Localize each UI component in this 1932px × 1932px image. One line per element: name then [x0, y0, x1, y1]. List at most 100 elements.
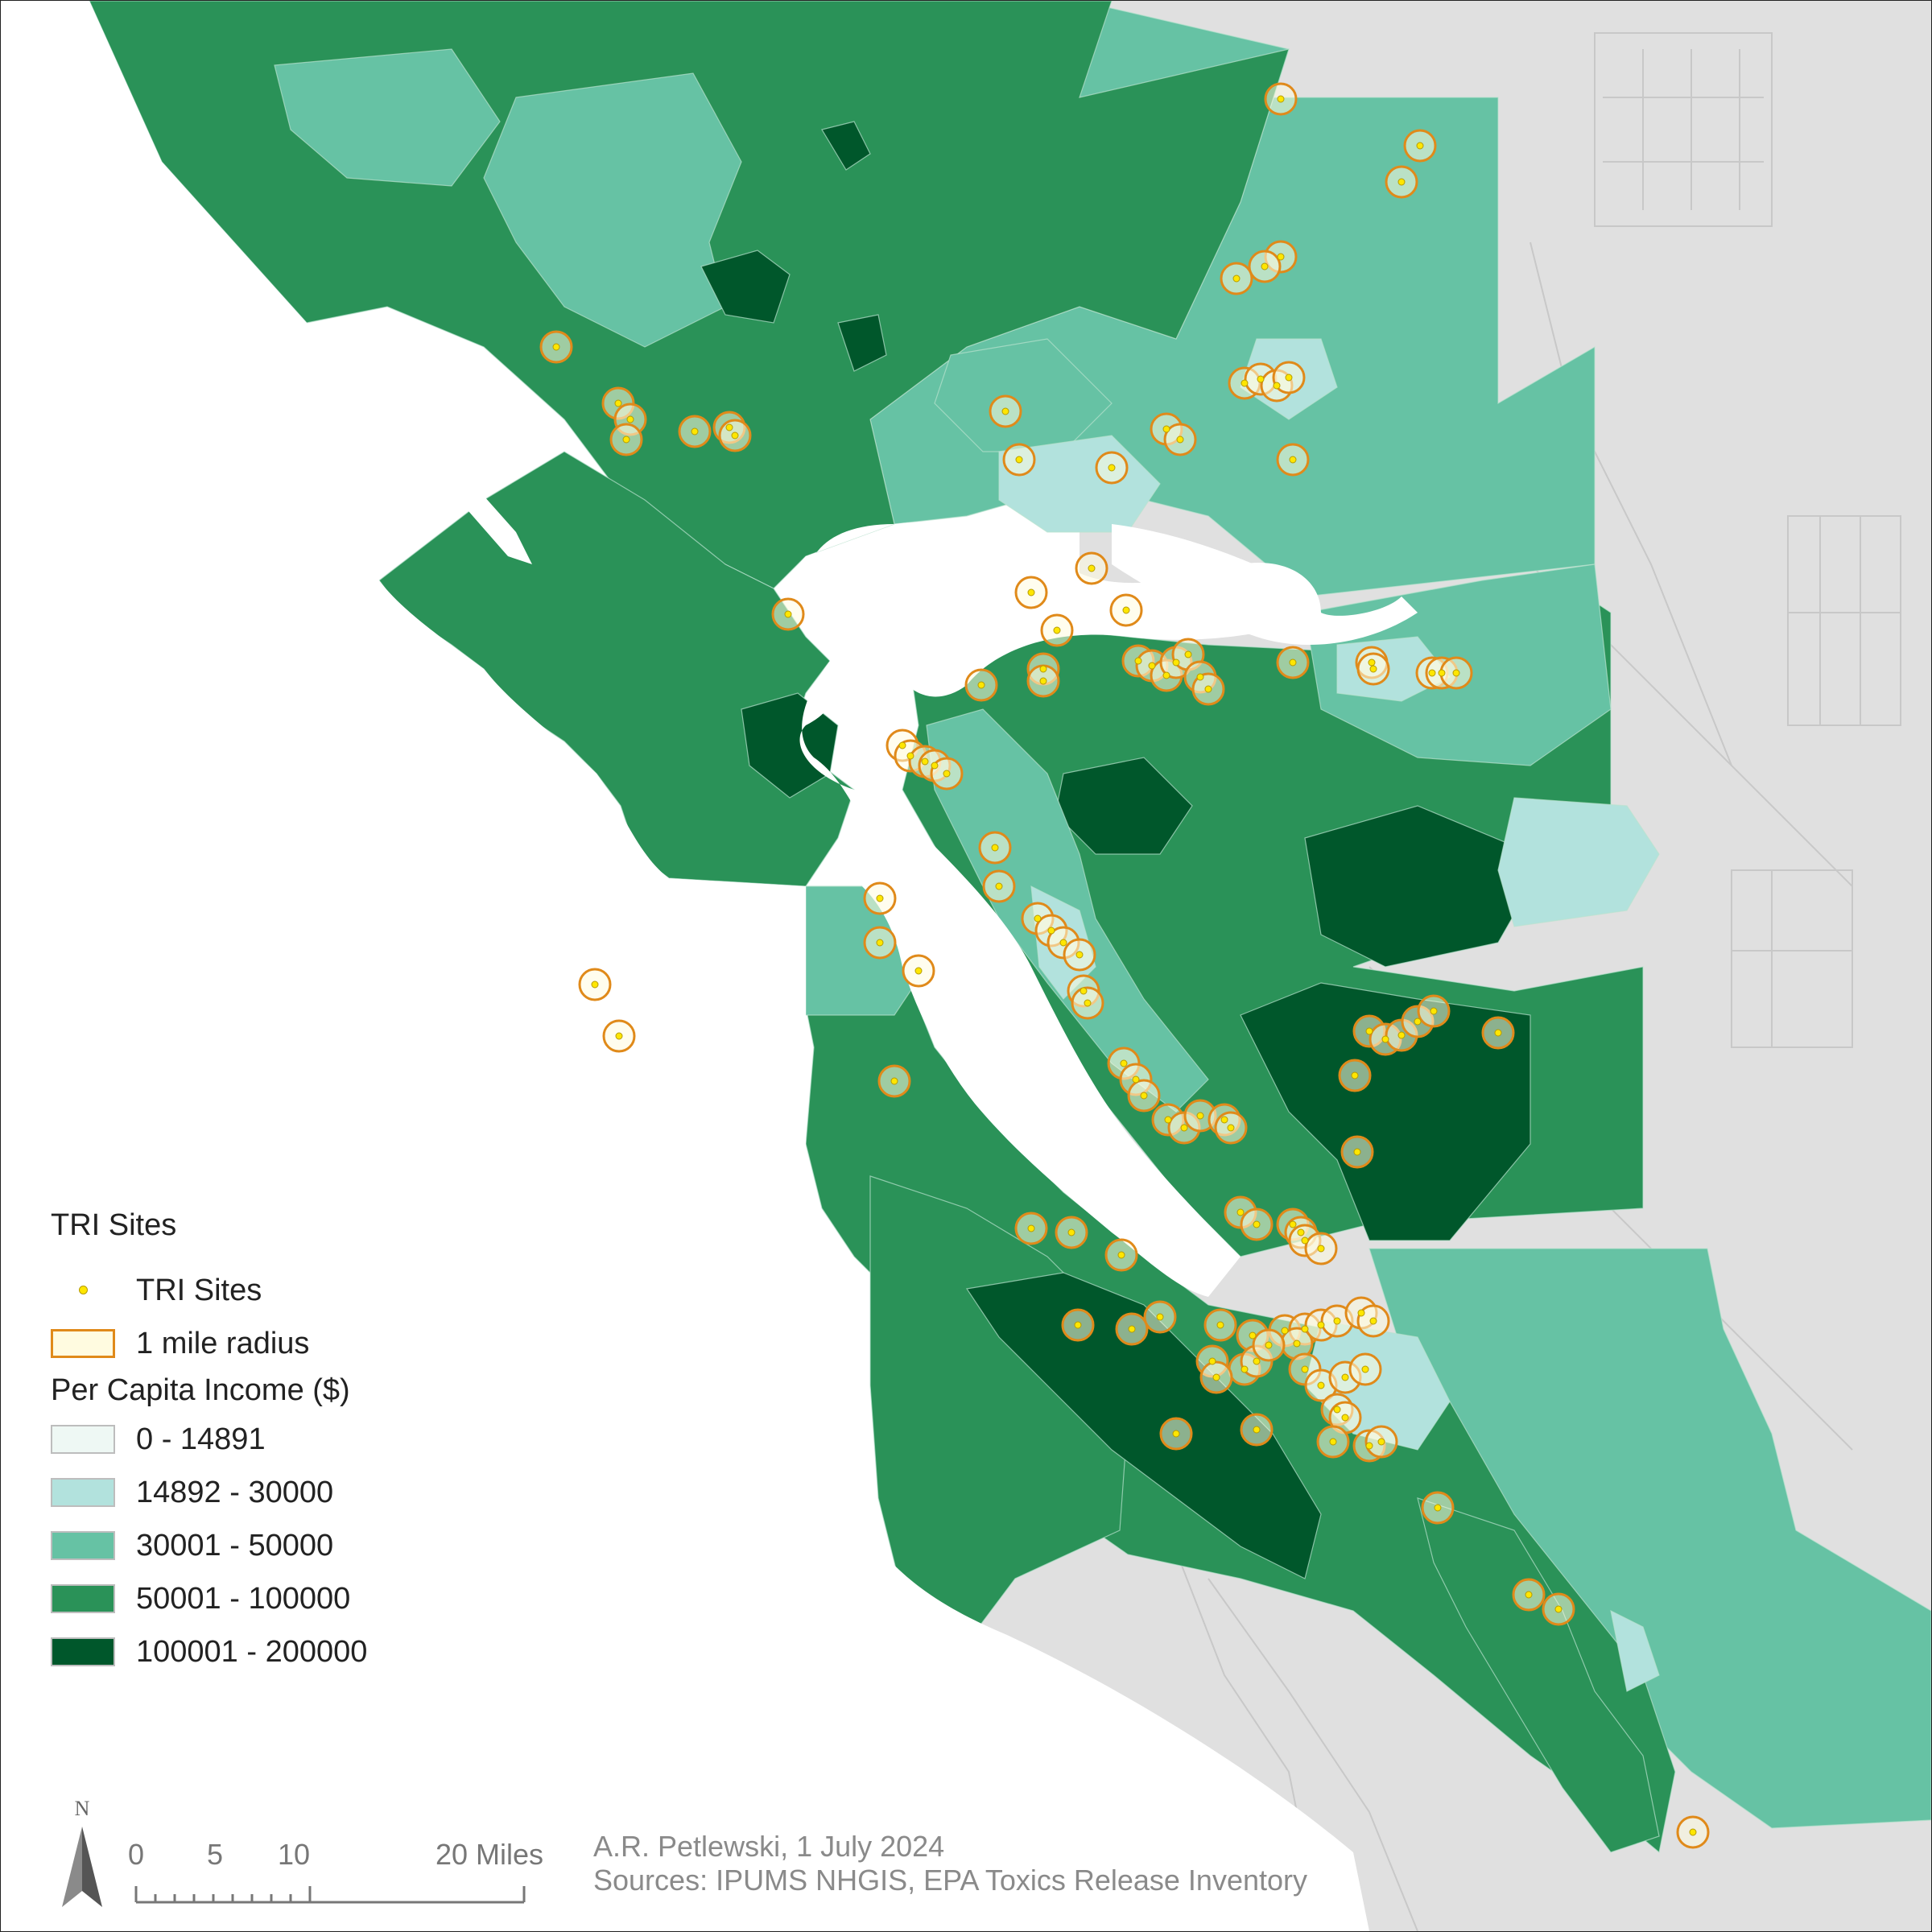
tri-site-dot[interactable]: [1156, 1313, 1164, 1321]
tri-site-dot[interactable]: [1301, 1236, 1309, 1245]
tri-site-dot[interactable]: [1317, 1321, 1325, 1329]
tri-site-dot[interactable]: [1317, 1245, 1325, 1253]
tri-site-dot[interactable]: [1122, 606, 1130, 614]
tri-site-dot[interactable]: [1204, 685, 1212, 693]
tri-site-dot[interactable]: [1128, 1325, 1136, 1333]
tri-site-dot[interactable]: [995, 882, 1003, 890]
tri-site-dot[interactable]: [1377, 1438, 1385, 1446]
tri-site-dot[interactable]: [1297, 1228, 1305, 1236]
tri-site-dot[interactable]: [931, 762, 939, 770]
tri-site-dot[interactable]: [1015, 456, 1023, 464]
tri-site-dot[interactable]: [1452, 669, 1460, 677]
tri-site-dot[interactable]: [1053, 626, 1061, 634]
tri-site-dot[interactable]: [622, 436, 630, 444]
tri-site-dot[interactable]: [1184, 650, 1192, 658]
tri-site-dot[interactable]: [1220, 1116, 1228, 1124]
tri-site-dot[interactable]: [1289, 1220, 1297, 1228]
tri-site-dot[interactable]: [1428, 669, 1436, 677]
tri-site-dot[interactable]: [1196, 1112, 1204, 1120]
tri-site-dot[interactable]: [1333, 1317, 1341, 1325]
tri-site-dot[interactable]: [1039, 665, 1047, 673]
tri-site-dot[interactable]: [1301, 1365, 1309, 1373]
tri-site-dot[interactable]: [1301, 1325, 1309, 1333]
tri-site-dot[interactable]: [1261, 262, 1269, 270]
tri-site-dot[interactable]: [1080, 987, 1088, 995]
tri-site-dot[interactable]: [731, 431, 739, 440]
tri-site-dot[interactable]: [1074, 1321, 1082, 1329]
tri-site-dot[interactable]: [1164, 1116, 1172, 1124]
tri-site-dot[interactable]: [1397, 1031, 1406, 1039]
tri-site-dot[interactable]: [1172, 1430, 1180, 1438]
tri-site-dot[interactable]: [1227, 1124, 1235, 1132]
tri-site-dot[interactable]: [1494, 1029, 1502, 1037]
tri-site-dot[interactable]: [1216, 1321, 1224, 1329]
tri-site-dot[interactable]: [691, 427, 699, 436]
tri-site-dot[interactable]: [784, 610, 792, 618]
tri-site-dot[interactable]: [614, 399, 622, 407]
tri-site-dot[interactable]: [1027, 1224, 1035, 1232]
tri-site-dot[interactable]: [1357, 1309, 1365, 1317]
tri-site-dot[interactable]: [1369, 1317, 1377, 1325]
tri-site-dot[interactable]: [552, 343, 560, 351]
tri-site-dot[interactable]: [725, 423, 733, 431]
tri-site-dot[interactable]: [1047, 927, 1055, 935]
tri-site-dot[interactable]: [1369, 665, 1377, 673]
tri-site-dot[interactable]: [1108, 464, 1116, 472]
tri-site-dot[interactable]: [1088, 564, 1096, 572]
tri-site-dot[interactable]: [1317, 1381, 1325, 1389]
tri-site-dot[interactable]: [1361, 1365, 1369, 1373]
tri-site-dot[interactable]: [1341, 1373, 1349, 1381]
tri-site-dot[interactable]: [1241, 379, 1249, 387]
tri-site-dot[interactable]: [1365, 1442, 1373, 1450]
tri-site-dot[interactable]: [1212, 1373, 1220, 1381]
tri-site-dot[interactable]: [1351, 1071, 1359, 1080]
tri-site-dot[interactable]: [1162, 425, 1170, 433]
tri-site-dot[interactable]: [1273, 382, 1281, 390]
tri-site-dot[interactable]: [1368, 658, 1376, 667]
tri-site-dot[interactable]: [1277, 253, 1285, 261]
tri-site-dot[interactable]: [1293, 1340, 1301, 1348]
tri-site-dot[interactable]: [1172, 658, 1180, 667]
tri-site-dot[interactable]: [1148, 662, 1156, 670]
tri-site-dot[interactable]: [1353, 1148, 1361, 1156]
tri-site-dot[interactable]: [1196, 673, 1204, 681]
tri-site-dot[interactable]: [1253, 1357, 1261, 1365]
tri-site-dot[interactable]: [1414, 1018, 1422, 1026]
tri-site-dot[interactable]: [1430, 1007, 1438, 1015]
tri-site-dot[interactable]: [1289, 456, 1297, 464]
tri-site-dot[interactable]: [1132, 1075, 1140, 1084]
tri-site-dot[interactable]: [1059, 939, 1067, 947]
tri-site-dot[interactable]: [1416, 142, 1424, 150]
tri-site-dot[interactable]: [1120, 1059, 1128, 1067]
tri-site-dot[interactable]: [876, 894, 884, 902]
tri-site-dot[interactable]: [1341, 1414, 1349, 1422]
tri-site-dot[interactable]: [1039, 677, 1047, 685]
tri-site-dot[interactable]: [1257, 375, 1265, 383]
tri-site-dot[interactable]: [1525, 1591, 1533, 1599]
tri-site-dot[interactable]: [1117, 1251, 1125, 1259]
tri-site-dot[interactable]: [1397, 178, 1406, 186]
tri-site-dot[interactable]: [914, 967, 923, 975]
tri-site-dot[interactable]: [1277, 95, 1285, 103]
tri-site-dot[interactable]: [1333, 1406, 1341, 1414]
tri-site-dot[interactable]: [1381, 1035, 1389, 1043]
tri-site-dot[interactable]: [1329, 1438, 1337, 1446]
tri-site-dot[interactable]: [921, 758, 929, 766]
tri-site-dot[interactable]: [1265, 1341, 1273, 1349]
tri-site-dot[interactable]: [1554, 1605, 1563, 1613]
tri-site-dot[interactable]: [890, 1077, 898, 1085]
tri-site-dot[interactable]: [1249, 1331, 1257, 1340]
tri-site-dot[interactable]: [1253, 1220, 1261, 1228]
tri-site-dot[interactable]: [1134, 657, 1142, 665]
tri-site-dot[interactable]: [615, 1032, 623, 1040]
tri-site-dot[interactable]: [898, 741, 906, 749]
tri-site-dot[interactable]: [1365, 1027, 1373, 1035]
tri-site-dot[interactable]: [1001, 407, 1009, 415]
tri-site-dot[interactable]: [1027, 588, 1035, 597]
tri-site-dot[interactable]: [1438, 669, 1446, 677]
tri-site-dot[interactable]: [1285, 374, 1293, 382]
tri-site-dot[interactable]: [1067, 1228, 1075, 1236]
tri-site-dot[interactable]: [1689, 1828, 1697, 1836]
tri-site-dot[interactable]: [1232, 275, 1241, 283]
